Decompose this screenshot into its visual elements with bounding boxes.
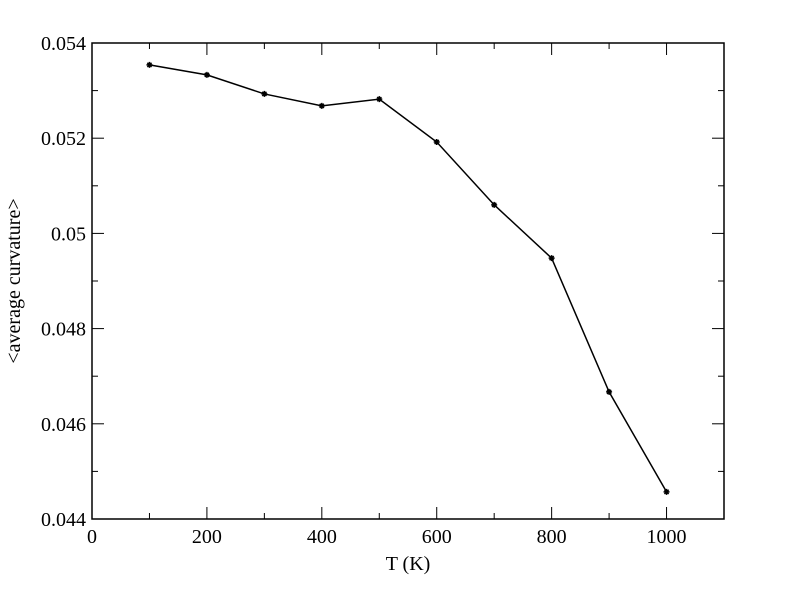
point <box>146 61 153 68</box>
y-axis-label: <average curvature> <box>3 198 25 363</box>
point <box>606 388 613 395</box>
point <box>376 96 383 103</box>
x-axis-label: T (K) <box>386 553 431 575</box>
point <box>548 255 555 262</box>
y-tick-label: 0.044 <box>41 509 86 531</box>
point <box>318 102 325 109</box>
x-tick-label: 0 <box>87 526 97 548</box>
x-tick-label: 200 <box>192 526 222 548</box>
y-tick-label: 0.046 <box>41 414 86 436</box>
point <box>203 71 210 78</box>
point <box>491 201 498 208</box>
x-tick-label: 600 <box>422 526 452 548</box>
plot-frame <box>91 42 725 520</box>
point <box>433 139 440 146</box>
line <box>149 64 668 493</box>
x-tick-label: 800 <box>537 526 567 548</box>
y-tick-label: 0.054 <box>41 33 86 55</box>
y-tick-label: 0.052 <box>41 128 86 150</box>
x-tick-label: 1000 <box>647 526 687 548</box>
point <box>663 488 670 495</box>
y-tick-label: 0.05 <box>51 223 86 245</box>
y-tick-label: 0.048 <box>41 319 86 341</box>
x-tick-label: 400 <box>307 526 337 548</box>
point <box>261 90 268 97</box>
